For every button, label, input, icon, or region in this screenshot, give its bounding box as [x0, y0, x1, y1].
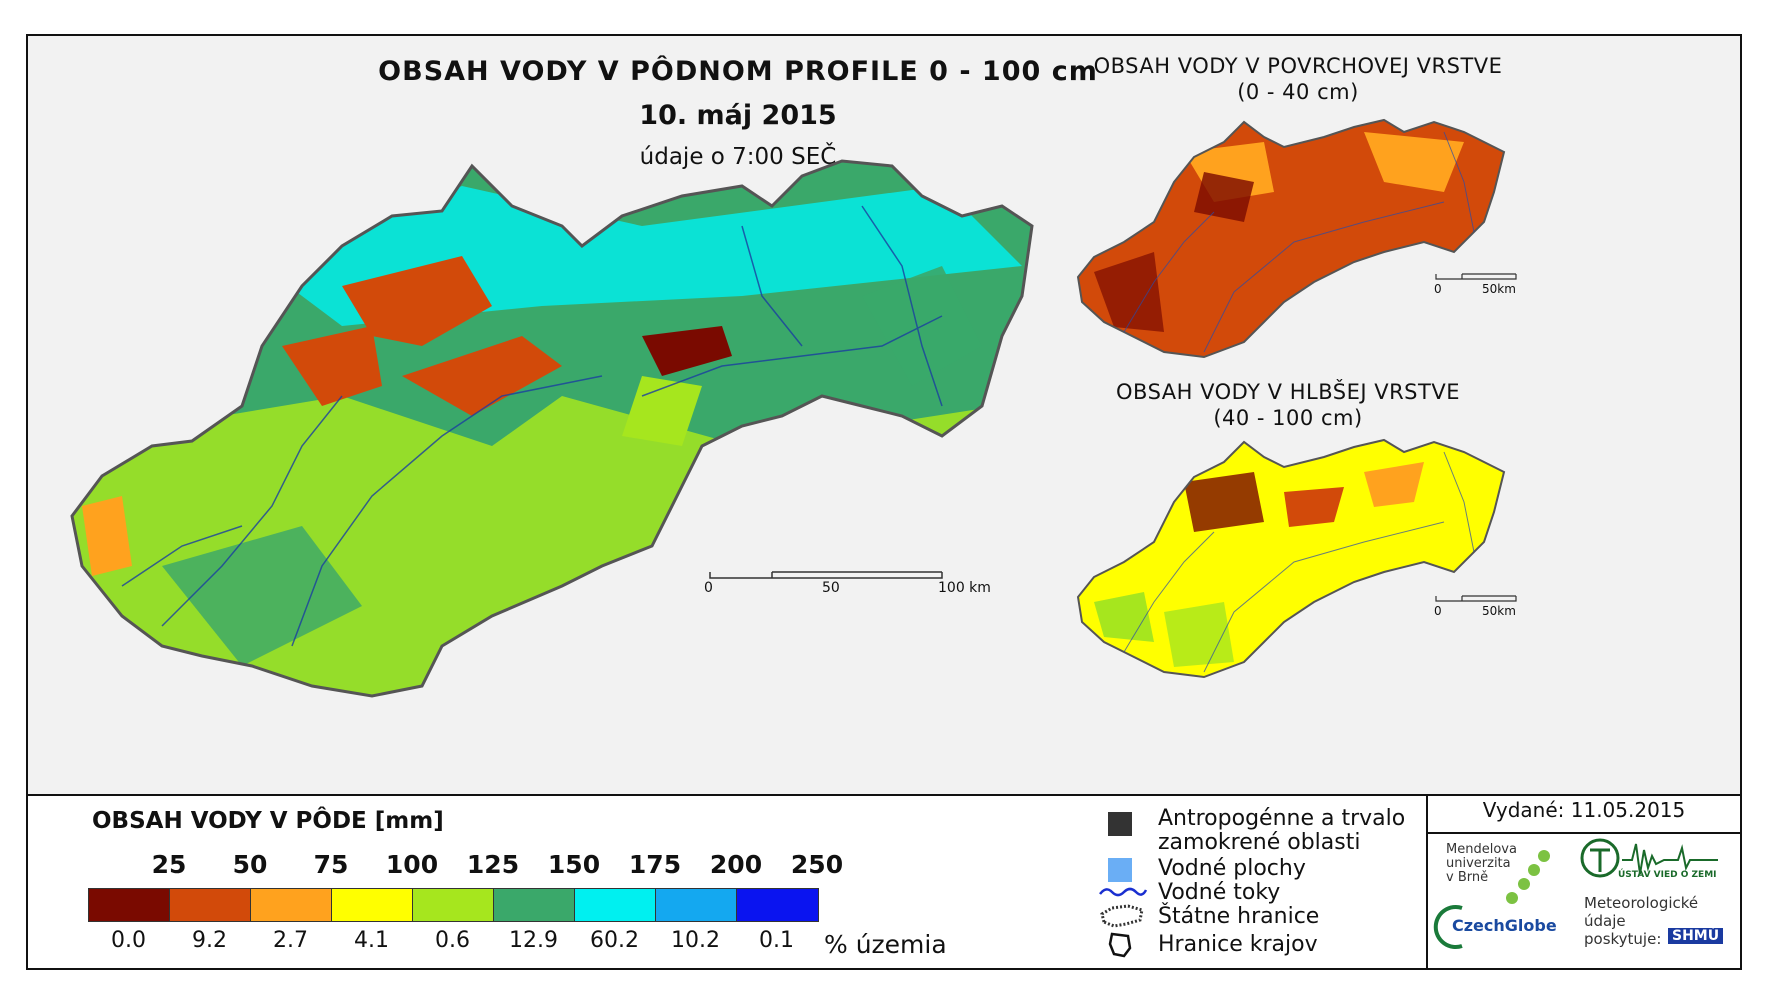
legend-class-0: [89, 889, 170, 921]
meteo-provider-line3: poskytuje:: [1584, 930, 1662, 948]
legend-panel: OBSAH VODY V PÔDE [mm] 25 50 75 100 125 …: [28, 796, 1740, 968]
state-border-label: Štátne hranice: [1158, 904, 1320, 929]
anthropogenic-label-2: zamokrené oblasti: [1158, 830, 1361, 855]
mendel-university-logo-line3: v Brně: [1446, 870, 1489, 885]
percent-class-5: 12.9: [509, 928, 558, 953]
legend-class-8: [737, 889, 818, 921]
main-title: OBSAH VODY V PÔDNOM PROFILE 0 - 100 cm: [378, 56, 1098, 87]
deep-scale-50: 50km: [1482, 604, 1516, 618]
legend-class-6: [575, 889, 656, 921]
threshold-200: 200: [709, 850, 763, 879]
region-border-icon: [1108, 932, 1132, 958]
surface-scale-bar: [1435, 273, 1517, 280]
czechglobe-dots-icon: [1506, 850, 1550, 904]
institute-logo-icon: [1580, 838, 1718, 878]
deep-scale-0: 0: [1434, 604, 1442, 618]
rivers-main: [121, 205, 943, 647]
threshold-75: 75: [313, 850, 349, 879]
percent-class-4: 0.6: [435, 928, 470, 953]
surface-layer-map: [1076, 118, 1506, 359]
legend-class-2: [251, 889, 332, 921]
percent-class-2: 2.7: [273, 928, 308, 953]
scale-label-50: 50: [822, 580, 840, 596]
surface-scale-0: 0: [1434, 282, 1442, 296]
percent-class-3: 4.1: [354, 928, 389, 953]
legend-class-3: [332, 889, 413, 921]
threshold-25: 25: [151, 850, 187, 879]
map-area: OBSAH VODY V PÔDNOM PROFILE 0 - 100 cm 1…: [28, 36, 1740, 794]
deep-layer-map: [1076, 438, 1506, 679]
deep-layer-range: (40 - 100 cm): [1213, 406, 1363, 430]
surface-layer-title: OBSAH VODY V POVRCHOVEJ VRSTVE: [1093, 54, 1503, 78]
percent-class-0: 0.0: [111, 928, 146, 953]
streams-label: Vodné toky: [1158, 880, 1281, 905]
percent-unit: % územia: [824, 930, 947, 959]
main-soil-water-map: [70, 159, 1034, 698]
legend-class-7: [656, 889, 737, 921]
threshold-150: 150: [547, 850, 601, 879]
surface-layer-range: (0 - 40 cm): [1237, 80, 1359, 104]
anthropogenic-label-1: Antropogénne a trvalo: [1158, 806, 1406, 831]
percent-class-7: 10.2: [671, 928, 720, 953]
region-border-label: Hranice krajov: [1158, 932, 1318, 957]
czechglobe-logo: CzechGlobe: [1452, 916, 1557, 935]
legend-class-1: [170, 889, 251, 921]
anthropogenic-swatch-icon: [1108, 812, 1132, 836]
mendel-university-logo-line2: univerzita: [1446, 856, 1511, 871]
threshold-175: 175: [628, 850, 682, 879]
czechglobe-arc-icon: [1433, 905, 1463, 949]
percent-class-8: 0.1: [759, 928, 794, 953]
threshold-125: 125: [466, 850, 520, 879]
legend-color-bar: [88, 888, 819, 922]
threshold-100: 100: [385, 850, 439, 879]
scale-label-0: 0: [704, 580, 713, 596]
institute-logo-text: ÚSTAV VIED O ZEMI: [1618, 870, 1717, 880]
meteo-provider-line2: údaje: [1584, 912, 1626, 930]
threshold-50: 50: [232, 850, 268, 879]
streams-line-icon: [1099, 887, 1148, 897]
water-bodies-label: Vodné plochy: [1158, 856, 1306, 881]
meteo-provider-line1: Meteorologické: [1584, 894, 1699, 912]
threshold-250: 250: [790, 850, 844, 879]
water-bodies-swatch-icon: [1108, 858, 1132, 882]
deep-scale-bar: [1435, 595, 1517, 602]
map-date: 10. máj 2015: [639, 100, 837, 131]
mendel-university-logo-line1: Mendelova: [1446, 842, 1517, 857]
deep-layer-title: OBSAH VODY V HLBŠEJ VRSTVE: [1116, 380, 1460, 404]
surface-scale-50: 50km: [1482, 282, 1516, 296]
state-border-icon: [1100, 904, 1144, 928]
observation-time: údaje o 7:00 SEČ: [639, 144, 837, 170]
percent-class-1: 9.2: [192, 928, 227, 953]
shmu-logo: SHMÚ: [1668, 928, 1724, 944]
scale-label-100: 100 km: [938, 580, 991, 596]
percent-class-6: 60.2: [590, 928, 639, 953]
issued-date: Vydané: 11.05.2015: [1482, 798, 1686, 822]
main-scale-bar: [709, 571, 943, 579]
legend-class-4: [413, 889, 494, 921]
legend-title: OBSAH VODY V PÔDE [mm]: [92, 808, 444, 834]
legend-class-5: [494, 889, 575, 921]
map-sheet: OBSAH VODY V PÔDNOM PROFILE 0 - 100 cm 1…: [26, 34, 1742, 970]
